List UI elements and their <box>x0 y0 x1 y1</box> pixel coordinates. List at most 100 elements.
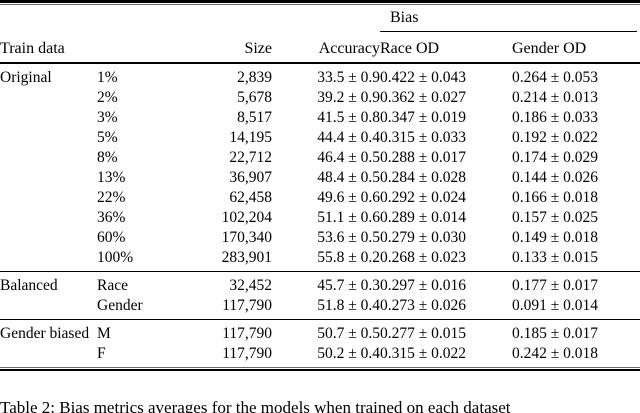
table-row: Original 1% 2,839 33.5 ± 0.9 0.422 ± 0.0… <box>0 63 640 88</box>
table-row: F 117,790 50.2 ± 0.4 0.315 ± 0.022 0.242… <box>0 344 640 367</box>
cell-gender-od-best: 0.091 ± 0.014 <box>512 297 599 314</box>
cell-gender-od: 0.157 ± 0.025 <box>512 209 599 226</box>
cell-accuracy: 46.4 ± 0.5 <box>317 149 380 166</box>
cell-accuracy: 48.4 ± 0.5 <box>317 169 380 186</box>
cell-race-od: 0.279 ± 0.030 <box>380 229 467 246</box>
table-top-rule <box>0 0 640 5</box>
cell-gender-od: 0.186 ± 0.033 <box>512 109 599 126</box>
table-caption: Table 2: Bias metrics averages for the m… <box>0 398 511 413</box>
cell-size: 2,839 <box>237 69 272 86</box>
cell-race-od: 0.277 ± 0.015 <box>380 319 512 344</box>
cell-race-od: 0.315 ± 0.022 <box>380 345 467 362</box>
cell-race-od: 0.362 ± 0.027 <box>380 89 467 106</box>
cell-race-od-best: 0.268 ± 0.023 <box>380 249 467 266</box>
cell-accuracy: 33.5 ± 0.9 <box>317 69 380 86</box>
cell-race-od: 0.315 ± 0.033 <box>380 129 467 146</box>
cell-accuracy: 51.8 ± 0.4 <box>317 297 380 314</box>
cell-race-od: 0.273 ± 0.026 <box>380 297 467 314</box>
table-row: 36% 102,204 51.1 ± 0.6 0.289 ± 0.014 0.1… <box>0 208 640 228</box>
cell-size: 32,452 <box>160 271 272 296</box>
cell-accuracy-best: 55.8 ± 0.2 <box>317 249 380 266</box>
cell-size: 14,195 <box>229 129 272 146</box>
table-row: 5% 14,195 44.4 ± 0.4 0.315 ± 0.033 0.192… <box>0 128 640 148</box>
cell-subset: Race <box>97 271 160 296</box>
cell-race-od: 0.422 ± 0.043 <box>380 69 467 86</box>
table-row: 3% 8,517 41.5 ± 0.8 0.347 ± 0.019 0.186 … <box>0 108 640 128</box>
bias-group-header-cell: Bias <box>380 5 640 32</box>
bias-metrics-table: Bias Train data Size Accuracy Race OD Ge… <box>0 5 640 367</box>
cell-subset: 3% <box>97 109 118 126</box>
cell-gender-od: 0.242 ± 0.018 <box>512 345 599 362</box>
cell-subset: 60% <box>97 229 126 246</box>
table-row: 2% 5,678 39.2 ± 0.9 0.362 ± 0.027 0.214 … <box>0 88 640 108</box>
col-header-size: Size <box>160 32 272 64</box>
cell-accuracy: 45.7 ± 0.3 <box>272 271 380 296</box>
cell-gender-od: 0.174 ± 0.029 <box>512 149 599 166</box>
cell-size: 36,907 <box>229 169 272 186</box>
cell-subset: 8% <box>97 149 118 166</box>
table-bottom-rule <box>0 367 640 371</box>
cell-subset: M <box>97 319 160 344</box>
cell-race-od: 0.292 ± 0.024 <box>380 189 467 206</box>
cell-subset: F <box>97 345 106 362</box>
column-header-row: Train data Size Accuracy Race OD Gender … <box>0 32 640 64</box>
cell-gender-od: 0.133 ± 0.015 <box>512 249 599 266</box>
cell-gender-od: 0.264 ± 0.053 <box>512 69 599 86</box>
row-group-label: Gender biased <box>0 319 97 344</box>
cell-size: 170,340 <box>221 229 272 246</box>
cell-race-od: 0.284 ± 0.028 <box>380 169 467 186</box>
col-header-gender-od: Gender OD <box>512 32 640 64</box>
cell-accuracy: 51.1 ± 0.6 <box>317 209 380 226</box>
cell-subset: 36% <box>97 209 126 226</box>
cell-subset: 1% <box>97 69 118 86</box>
cell-race-od: 0.288 ± 0.017 <box>380 149 467 166</box>
cell-size: 117,790 <box>222 345 272 362</box>
cell-size: 8,517 <box>237 109 272 126</box>
cell-accuracy: 50.7 ± 0.5 <box>272 319 380 344</box>
cell-accuracy: 50.2 ± 0.4 <box>317 345 380 362</box>
table-row: Gender biased M 117,790 50.7 ± 0.5 0.277… <box>0 319 640 344</box>
cell-accuracy: 41.5 ± 0.8 <box>317 109 380 126</box>
cell-size: 117,790 <box>222 297 272 314</box>
cell-accuracy: 49.6 ± 0.6 <box>317 189 380 206</box>
table-row: Balanced Race 32,452 45.7 ± 0.3 0.297 ± … <box>0 271 640 296</box>
cell-accuracy: 53.6 ± 0.5 <box>317 229 380 246</box>
row-group-label: Balanced <box>0 271 97 296</box>
cell-subset: 2% <box>97 89 118 106</box>
cell-subset: 13% <box>97 169 126 186</box>
table-row: 8% 22,712 46.4 ± 0.5 0.288 ± 0.017 0.174… <box>0 148 640 168</box>
cell-gender-od: 0.192 ± 0.022 <box>512 129 599 146</box>
table-row: 100% 283,901 55.8 ± 0.2 0.268 ± 0.023 0.… <box>0 248 640 272</box>
cell-size: 22,712 <box>229 149 272 166</box>
col-header-race-od: Race OD <box>380 32 512 64</box>
cell-gender-od: 0.185 ± 0.017 <box>512 319 640 344</box>
bias-group-header-row: Bias <box>0 5 640 32</box>
cell-gender-od: 0.177 ± 0.017 <box>512 271 640 296</box>
cell-size: 283,901 <box>221 249 272 266</box>
cell-subset: 22% <box>97 189 126 206</box>
cell-subset: 5% <box>97 129 118 146</box>
cell-size: 102,204 <box>221 209 272 226</box>
cell-size: 62,458 <box>229 189 272 206</box>
table-row: 22% 62,458 49.6 ± 0.6 0.292 ± 0.024 0.16… <box>0 188 640 208</box>
cell-gender-od: 0.144 ± 0.026 <box>512 169 599 186</box>
cell-gender-od: 0.149 ± 0.018 <box>512 229 599 246</box>
table-row: 60% 170,340 53.6 ± 0.5 0.279 ± 0.030 0.1… <box>0 228 640 248</box>
bias-header-spacer <box>0 5 380 32</box>
cell-size: 5,678 <box>237 89 272 106</box>
bias-group-label: Bias <box>380 8 638 32</box>
cell-accuracy: 39.2 ± 0.9 <box>317 89 380 106</box>
col-header-accuracy: Accuracy <box>272 32 380 64</box>
table-row: 13% 36,907 48.4 ± 0.5 0.284 ± 0.028 0.14… <box>0 168 640 188</box>
cell-accuracy: 44.4 ± 0.4 <box>317 129 380 146</box>
cell-subset: Gender <box>97 297 143 314</box>
table-row: Gender 117,790 51.8 ± 0.4 0.273 ± 0.026 … <box>0 296 640 320</box>
cell-subset: 100% <box>97 249 134 266</box>
cell-race-od: 0.289 ± 0.014 <box>380 209 467 226</box>
cell-race-od: 0.347 ± 0.019 <box>380 109 467 126</box>
cell-gender-od: 0.166 ± 0.018 <box>512 189 599 206</box>
cell-race-od: 0.297 ± 0.016 <box>380 271 512 296</box>
col-header-train-data: Train data <box>0 32 160 64</box>
cell-gender-od: 0.214 ± 0.013 <box>512 89 599 106</box>
